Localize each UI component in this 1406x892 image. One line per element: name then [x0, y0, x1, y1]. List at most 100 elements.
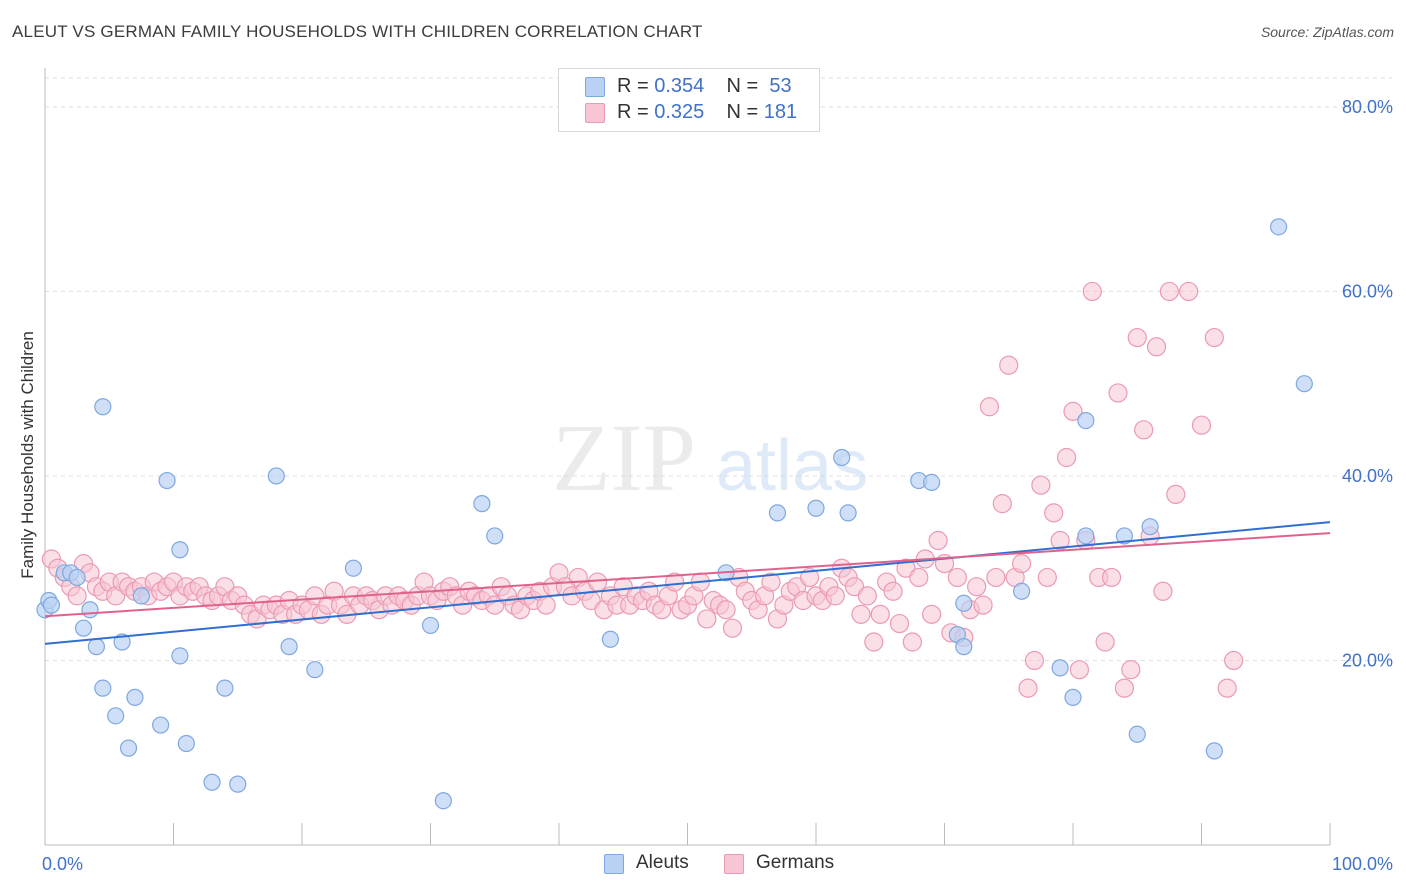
germans-point — [697, 609, 717, 629]
aleuts-point — [473, 495, 491, 513]
germans-point — [922, 604, 942, 624]
germans-point — [992, 494, 1012, 514]
aleuts-point — [229, 775, 247, 793]
germans-point — [1031, 475, 1051, 495]
germans-point — [1024, 650, 1045, 671]
germans-point — [587, 572, 608, 592]
aleuts-point — [955, 638, 973, 656]
germans-point — [1056, 447, 1077, 468]
trend-lines — [44, 521, 1331, 645]
germans-point — [883, 581, 903, 601]
germans-trend-line — [44, 532, 1331, 618]
n-label: N = — [726, 101, 759, 123]
aleuts-point — [601, 630, 620, 648]
aleuts-point — [486, 527, 504, 545]
germans-point — [1159, 281, 1179, 302]
germans-point — [799, 567, 820, 588]
germans-point — [1069, 660, 1090, 680]
aleuts-point — [955, 594, 973, 612]
aleuts-point — [152, 716, 170, 734]
germans-point — [1037, 567, 1057, 588]
y-tick-label: 80.0% — [1342, 97, 1393, 117]
germans-point — [857, 586, 878, 606]
germans-point — [1018, 678, 1038, 698]
legend-text-aleuts: R = 0.354 N = 53 — [617, 75, 792, 98]
aleuts-point — [81, 601, 99, 619]
aleuts-point — [306, 661, 324, 679]
aleuts-point — [119, 739, 138, 757]
germans-point — [1011, 554, 1032, 574]
y-tick-label: 60.0% — [1342, 281, 1393, 301]
aleuts-point — [126, 688, 144, 706]
germans-point — [928, 530, 948, 551]
aleuts-point — [132, 587, 150, 605]
aleuts-point — [1115, 527, 1134, 545]
germans-point — [716, 600, 736, 620]
n-value-germans: 181 — [763, 101, 798, 123]
aleuts-point — [344, 559, 362, 577]
r-label: R = — [617, 75, 649, 97]
aleuts-point — [1051, 659, 1069, 677]
aleuts-point — [1012, 582, 1031, 600]
germans-point — [986, 567, 1006, 588]
aleuts-point — [87, 638, 106, 656]
aleuts-point — [280, 638, 298, 656]
germans-point — [1127, 327, 1147, 348]
aleuts-point — [68, 568, 86, 587]
germans-point — [761, 572, 781, 592]
germans-point — [1179, 281, 1199, 302]
aleuts-point — [839, 504, 857, 522]
axes — [44, 68, 1331, 846]
germans-point — [1204, 327, 1224, 348]
germans-point — [870, 604, 890, 624]
aleuts-point — [807, 499, 825, 517]
aleuts-point — [177, 734, 195, 753]
germans-point — [536, 595, 556, 615]
germans-point — [999, 355, 1019, 375]
aleuts-point — [1077, 411, 1095, 430]
aleuts-swatch — [585, 77, 605, 97]
germans-swatch — [585, 103, 605, 123]
germans-point — [902, 632, 922, 652]
germans-point — [1217, 678, 1237, 698]
germans-point — [1108, 383, 1128, 403]
aleuts-point — [267, 467, 285, 485]
aleuts-point — [203, 773, 221, 791]
aleuts-point — [1064, 688, 1082, 706]
germans-point — [1146, 337, 1167, 357]
r-value-germans: 0.325 — [654, 101, 705, 123]
germans-point — [1044, 503, 1064, 523]
x-tick-labels: 0.0% 100.0% — [42, 854, 1393, 874]
germans-point — [967, 577, 987, 597]
germans-point — [1191, 415, 1212, 435]
aleuts-trend-line — [44, 521, 1331, 645]
germans-point — [1063, 401, 1083, 421]
aleuts-point — [833, 448, 851, 467]
aleuts-point — [171, 541, 189, 559]
y-tick-label: 40.0% — [1342, 466, 1393, 486]
germans-point — [1224, 650, 1244, 671]
germans-point — [1166, 484, 1186, 505]
y-tick-labels: 20.0% 40.0% 60.0% 80.0% — [1342, 97, 1393, 671]
aleuts-point — [171, 647, 189, 665]
germans-point — [1101, 567, 1122, 588]
germans-point — [825, 586, 845, 606]
germans-point — [851, 604, 871, 624]
aleuts-point — [1295, 375, 1313, 393]
germans-legend-swatch — [724, 854, 744, 874]
germans-point — [979, 397, 1000, 417]
germans-point — [909, 567, 929, 588]
aleuts-point — [94, 679, 112, 697]
germans-point — [1121, 660, 1141, 680]
germans-point — [1114, 678, 1135, 698]
aleuts-point — [768, 504, 787, 522]
aleuts-point — [421, 616, 440, 635]
aleuts-point — [434, 792, 452, 810]
r-label: R = — [617, 101, 649, 123]
chart-title: ALEUT VS GERMAN FAMILY HOUSEHOLDS WITH C… — [12, 22, 703, 41]
aleuts-legend-swatch — [604, 854, 624, 874]
aleuts-point — [923, 473, 941, 492]
r-value-aleuts: 0.354 — [654, 75, 705, 97]
aleuts-point — [1141, 518, 1159, 536]
watermark-atlas: atlas — [716, 426, 868, 506]
